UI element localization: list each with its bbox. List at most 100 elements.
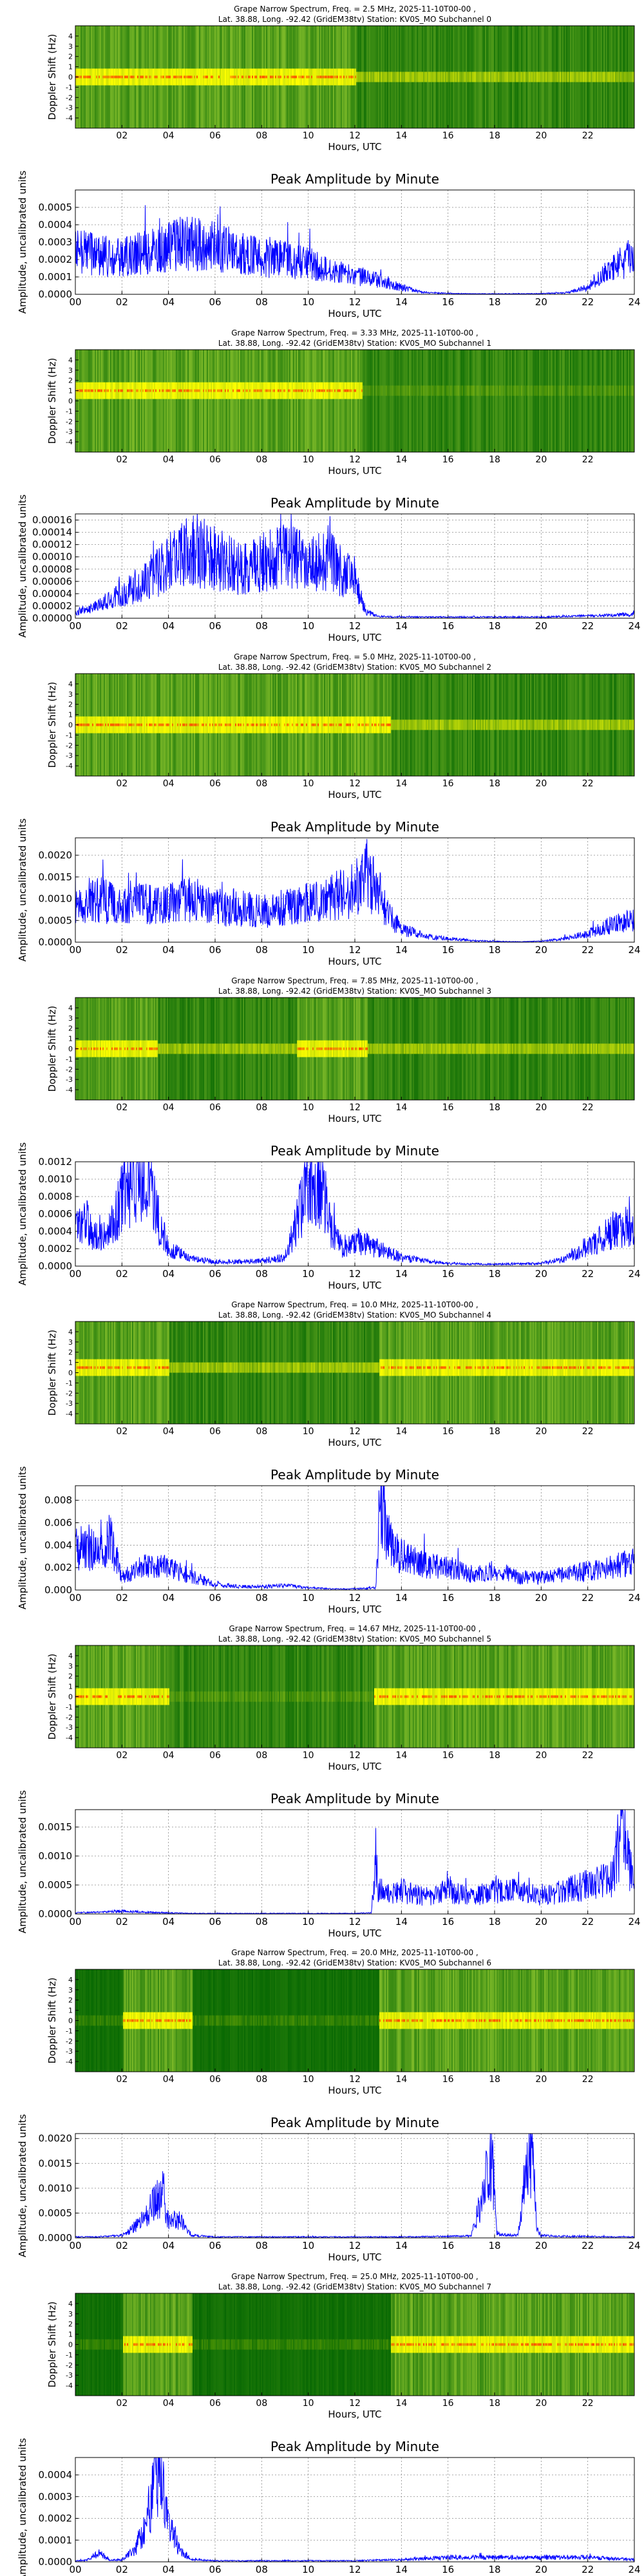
spectrogram-band-column	[472, 1043, 473, 1054]
spectrogram-band-column	[336, 382, 337, 399]
spectrogram-peak-column	[260, 389, 261, 392]
spectrogram-peak-column	[102, 723, 104, 726]
spectrogram-band-column	[630, 1043, 632, 1054]
spectrogram-noise-column	[346, 350, 347, 452]
amplitude-xtick-label: 04	[162, 296, 175, 308]
spectrogram-band-column	[603, 385, 605, 396]
spectrogram-band-column	[560, 71, 561, 82]
spectrogram-noise-column	[118, 350, 119, 452]
spectrogram-band-column	[489, 1043, 490, 1054]
spectrogram-noise-column	[395, 674, 396, 776]
spectrogram-peak-column	[330, 389, 332, 392]
amplitude-xtick-label: 06	[209, 620, 221, 632]
spectrogram-noise-column	[232, 1321, 234, 1424]
spectrogram-noise-column	[160, 998, 162, 1100]
spectrogram-noise-column	[418, 674, 419, 776]
spectrogram-band-column	[324, 1040, 325, 1057]
spectrogram-noise-column	[79, 350, 80, 452]
spectrogram-band-column	[274, 1043, 275, 1054]
spectrogram-noise-column	[437, 674, 439, 776]
spectrogram-band-column	[565, 719, 566, 730]
spectrogram-band-column	[283, 1043, 284, 1054]
spectrogram-band-column	[464, 719, 466, 730]
spectrogram-band-column	[208, 716, 209, 734]
spectrogram-band-column	[625, 719, 627, 730]
spectrogram-peak-column	[207, 75, 208, 79]
spectrogram-band-column	[142, 1040, 144, 1057]
spectrogram-band-column	[341, 1040, 342, 1057]
spectrogram-band-column	[473, 719, 475, 730]
amplitude-xtick-label: 12	[348, 296, 361, 308]
spectrogram-band-column	[202, 382, 203, 399]
spectrogram-band-column	[142, 716, 144, 734]
spectrogram-noise-column	[553, 350, 554, 452]
spectrogram-band-column	[440, 719, 441, 730]
spectrogram-noise-column	[209, 1321, 211, 1424]
spectrogram-band-column	[446, 719, 448, 730]
spectrogram-band-column	[597, 1043, 598, 1054]
spectrogram-band-column	[578, 385, 579, 396]
spectrogram-noise-column	[393, 674, 395, 776]
spectrogram-band-column	[136, 716, 137, 734]
spectrogram-noise-column	[412, 350, 413, 452]
spectrogram-band-column	[475, 1043, 476, 1054]
spectrogram-noise-column	[516, 998, 517, 1100]
spectrogram-band-column	[203, 68, 204, 86]
spectrogram-band-column	[534, 71, 535, 82]
spectrogram-band-column	[451, 719, 453, 730]
spectrogram-peak-column	[122, 389, 123, 392]
spectrogram-noise-column	[378, 350, 379, 452]
spectrogram-noise-column	[619, 26, 620, 128]
spectrogram-noise-column	[251, 350, 252, 452]
spectrogram-noise-column	[437, 998, 439, 1100]
spectrogram-band-column	[379, 71, 381, 82]
spectrogram-peak-column	[185, 75, 186, 79]
spectrogram-noise-column	[342, 350, 343, 452]
spectrogram-band-column	[202, 68, 203, 86]
spectrogram-band-column	[570, 719, 571, 730]
spectrogram-band-column	[451, 1043, 453, 1054]
spectrogram-band-column	[316, 716, 317, 734]
spectrogram-band-column	[418, 71, 419, 82]
spectrogram-band-column	[82, 1040, 83, 1057]
spectrogram-noise-column	[181, 998, 182, 1100]
spectrogram-band-column	[462, 1043, 463, 1054]
amplitude-xtick-label: 12	[348, 620, 361, 632]
spectrogram-band-column	[579, 71, 580, 82]
spectrogram-noise-column	[578, 350, 579, 452]
spectrogram-band-column	[384, 71, 386, 82]
spectrogram-noise-column	[211, 350, 212, 452]
spectrogram-band-column	[508, 1043, 509, 1054]
spectrogram-noise-column	[547, 998, 548, 1100]
spectrogram-noise-column	[248, 350, 249, 452]
spectrogram-band-column	[414, 71, 415, 82]
spectrogram-band-column	[430, 385, 431, 396]
spectrogram-peak-column	[90, 75, 91, 79]
spectrogram-noise-column	[238, 1321, 239, 1424]
spectrogram-band-column	[509, 1043, 511, 1054]
spectrogram-noise-column	[323, 350, 324, 452]
spectrogram-peak-column	[101, 1366, 102, 1369]
spectrogram-band-column	[521, 1043, 522, 1054]
spectrogram-band-column	[185, 382, 186, 399]
spectrogram-band-column	[343, 716, 345, 734]
spectrogram-band-column	[283, 382, 284, 399]
spectrogram-band-column	[624, 385, 625, 396]
spectrogram-noise-column	[281, 350, 283, 452]
spectrogram-band-column	[517, 71, 518, 82]
spectrogram-peak-column	[177, 75, 178, 79]
spectrogram-band-column	[601, 719, 602, 730]
spectrogram-band-column	[448, 71, 449, 82]
spectrogram-noise-column	[466, 674, 467, 776]
spectrogram-band-column	[497, 1043, 498, 1054]
spectrogram-noise-column	[414, 26, 415, 128]
spectrogram-noise-column	[350, 1321, 351, 1424]
spectrogram-band-column	[312, 68, 314, 86]
spectrogram-band-column	[540, 71, 542, 82]
spectrogram-noise-column	[603, 674, 605, 776]
spectrogram-band-column	[594, 719, 596, 730]
spectrogram-noise-column	[476, 350, 477, 452]
spectrogram-noise-column	[196, 350, 198, 452]
spectrogram-peak-column	[284, 389, 285, 392]
spectrogram-noise-column	[200, 350, 202, 452]
